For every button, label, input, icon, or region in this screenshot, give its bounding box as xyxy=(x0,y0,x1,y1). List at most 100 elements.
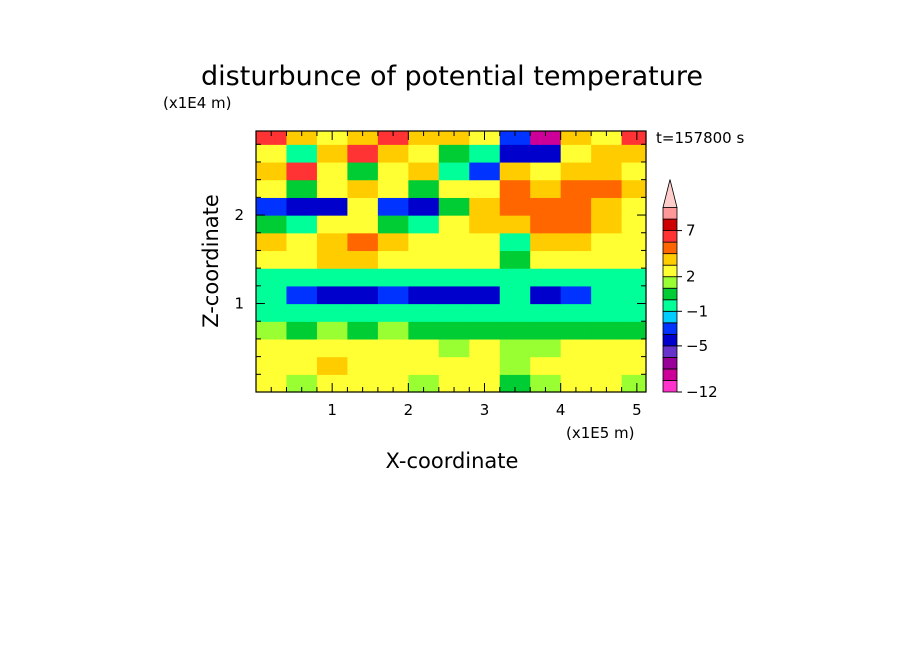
colorbar-tick-label: −1 xyxy=(686,302,708,320)
heatmap-cell xyxy=(530,232,562,252)
heatmap-cell xyxy=(408,144,440,163)
heatmap-cell xyxy=(316,197,349,216)
heatmap-cell xyxy=(530,338,562,358)
heatmap-cell xyxy=(499,232,531,252)
heatmap-cell xyxy=(377,144,409,163)
heatmap-cell xyxy=(286,131,318,145)
heatmap-cell xyxy=(256,215,288,234)
heatmap-cell xyxy=(286,303,318,322)
time-label: t=157800 s xyxy=(656,129,744,147)
heatmap-cell xyxy=(530,161,562,181)
heatmap-cell xyxy=(438,356,470,375)
heatmap-cell xyxy=(438,161,470,181)
heatmap-layer xyxy=(256,131,647,393)
heatmap-cell xyxy=(377,338,409,358)
heatmap-cell xyxy=(316,161,349,181)
heatmap-cell xyxy=(530,250,562,269)
heatmap-cell xyxy=(591,268,623,287)
heatmap-cell xyxy=(469,338,501,358)
heatmap-cell xyxy=(377,197,409,216)
heatmap-cell xyxy=(499,356,531,375)
heatmap-cell xyxy=(560,197,592,216)
heatmap-cell xyxy=(286,144,318,163)
heatmap-cell xyxy=(621,285,647,305)
heatmap-cell xyxy=(469,215,501,234)
heatmap-cell xyxy=(316,356,349,375)
heatmap-cell xyxy=(286,321,318,340)
heatmap-cell xyxy=(347,356,379,375)
heatmap-cell xyxy=(499,131,531,145)
heatmap-cell xyxy=(621,338,647,358)
heatmap-cell xyxy=(560,232,592,252)
heatmap-cell xyxy=(347,215,379,234)
heatmap-cell xyxy=(316,144,349,163)
heatmap-cell xyxy=(621,144,647,163)
colorbar-swatch xyxy=(662,287,678,301)
heatmap-cell xyxy=(377,356,409,375)
heatmap-cell xyxy=(316,268,349,287)
heatmap-cell xyxy=(256,232,288,252)
heatmap-cell xyxy=(499,144,531,163)
heatmap-cell xyxy=(377,131,409,145)
x-tick-label: 4 xyxy=(556,401,566,419)
heatmap-cell xyxy=(347,374,379,393)
heatmap-cell xyxy=(256,131,288,145)
heatmap-cell xyxy=(347,338,379,358)
heatmap-cell xyxy=(469,197,501,216)
heatmap-cell xyxy=(530,285,562,305)
heatmap-cell xyxy=(256,321,288,340)
heatmap-cell xyxy=(438,250,470,269)
heatmap-cell xyxy=(560,285,592,305)
heatmap-cell xyxy=(469,356,501,375)
heatmap-cell xyxy=(377,285,409,305)
heatmap-cell xyxy=(438,179,470,198)
heatmap-cell xyxy=(408,161,440,181)
heatmap-cell xyxy=(377,268,409,287)
heatmap-cell xyxy=(438,131,470,145)
colorbar-swatch xyxy=(662,310,678,324)
heatmap-cell xyxy=(560,250,592,269)
heatmap-cell xyxy=(621,303,647,322)
y-axis-title: Z-coordinate xyxy=(199,194,223,328)
x-tick-label: 1 xyxy=(327,401,337,419)
x-tick-label: 5 xyxy=(632,401,642,419)
heatmap-cell xyxy=(377,232,409,252)
heatmap-cell xyxy=(530,131,562,145)
heatmap-cell xyxy=(621,179,647,198)
colorbar-swatch xyxy=(662,299,678,312)
colorbar-swatch xyxy=(662,253,678,266)
heatmap-cell xyxy=(560,303,592,322)
heatmap-cell xyxy=(286,161,318,181)
heatmap-cell xyxy=(408,131,440,145)
heatmap-cell xyxy=(560,268,592,287)
heatmap-cell xyxy=(256,197,288,216)
heatmap-cell xyxy=(256,374,288,393)
colorbar-swatch xyxy=(662,333,678,347)
heatmap-cell xyxy=(499,179,531,198)
heatmap-cell xyxy=(286,268,318,287)
heatmap-cell xyxy=(530,268,562,287)
x-axis: 1 2 3 4 5 xyxy=(270,131,642,419)
heatmap-cell xyxy=(256,250,288,269)
heatmap-cell xyxy=(499,215,531,234)
heatmap-cell xyxy=(256,338,288,358)
heatmap-cell xyxy=(377,303,409,322)
colorbar-extend-arrow xyxy=(662,179,678,208)
heatmap-cell xyxy=(347,144,379,163)
heatmap-cell xyxy=(621,356,647,375)
colorbar-swatch xyxy=(662,345,678,358)
heatmap-cell xyxy=(316,215,349,234)
colorbar-swatch xyxy=(662,264,678,278)
heatmap-cell xyxy=(286,197,318,216)
colorbar-swatch xyxy=(662,218,678,231)
heatmap-cell xyxy=(499,321,531,340)
heatmap-cell xyxy=(530,179,562,198)
x-axis-title: X-coordinate xyxy=(386,449,519,473)
heatmap-cell xyxy=(377,215,409,234)
heatmap-cell xyxy=(621,215,647,234)
heatmap-cell xyxy=(499,161,531,181)
heatmap-cell xyxy=(286,215,318,234)
heatmap-cell xyxy=(530,303,562,322)
y-scale-label: (x1E4 m) xyxy=(163,94,232,112)
